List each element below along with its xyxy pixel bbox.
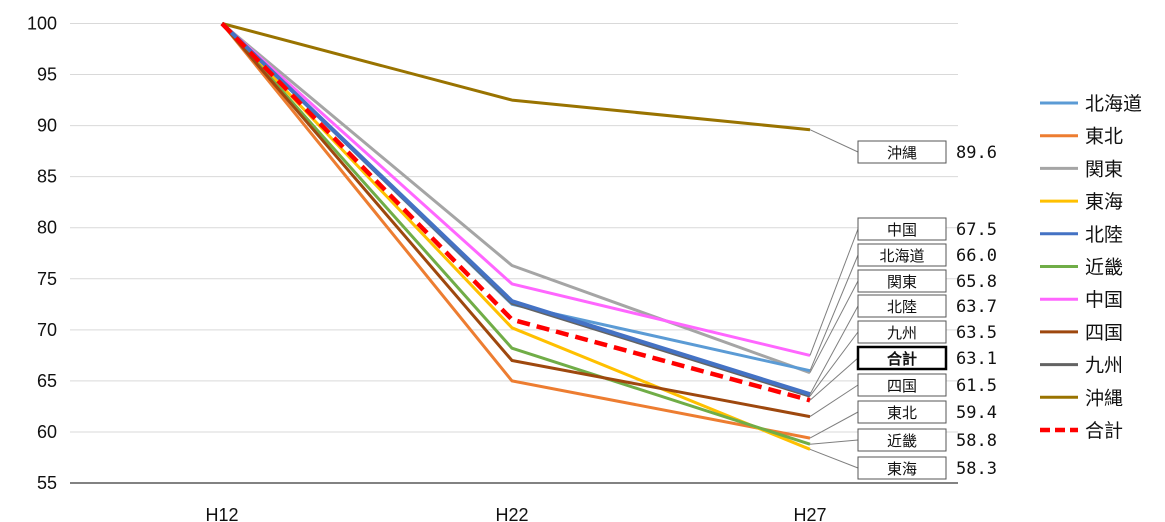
callout-name-九州: 九州 xyxy=(887,324,917,342)
legend-label-合計: 合計 xyxy=(1085,420,1123,442)
y-tick-label: 60 xyxy=(37,422,57,442)
legend-label-近畿: 近畿 xyxy=(1085,257,1123,279)
series-line-四国 xyxy=(220,22,811,419)
callout-box-沖縄 xyxy=(857,140,947,164)
axes: 55 60 65 70 75 80 85 90 95 100 H12 H22 H27 xyxy=(27,14,958,522)
callout-name-近畿: 近畿 xyxy=(887,432,917,450)
callout-leader-関東 xyxy=(809,280,859,373)
series-line-北陸 xyxy=(220,22,811,397)
legend-label-関東: 関東 xyxy=(1085,158,1123,180)
y-tick-label: 55 xyxy=(37,473,57,493)
series-line-中国 xyxy=(220,22,811,357)
callout-value-九州: 63.5 xyxy=(956,323,997,343)
callout-box-北海道 xyxy=(857,243,947,267)
y-tick-label: 90 xyxy=(37,116,57,136)
callout-value-東海: 58.3 xyxy=(956,459,997,479)
y-tick-label: 80 xyxy=(37,218,57,238)
y-tick-label: 75 xyxy=(37,269,57,289)
callout-leader-九州 xyxy=(809,331,859,397)
callout-value-近畿: 58.8 xyxy=(956,431,997,451)
legend-label-北海道: 北海道 xyxy=(1085,93,1142,115)
callout-name-中国: 中国 xyxy=(887,221,917,239)
callout-value-沖縄: 89.6 xyxy=(956,143,997,163)
y-tick-label: 70 xyxy=(37,320,57,340)
callout-name-東海: 東海 xyxy=(887,460,917,478)
callout-value-北海道: 66.0 xyxy=(956,246,997,266)
callout-box-近畿 xyxy=(857,428,947,452)
gridlines xyxy=(70,23,958,433)
series-line-東海 xyxy=(220,22,811,451)
callout-box-関東 xyxy=(857,269,947,293)
callout-leader-四国 xyxy=(809,384,859,418)
callout-value-北陸: 63.7 xyxy=(956,297,997,317)
callout-leader-北陸 xyxy=(809,305,859,395)
callout-value-合計: 63.1 xyxy=(956,349,997,369)
callout-name-合計: 合計 xyxy=(886,350,917,368)
y-tick-label: 65 xyxy=(37,371,57,391)
callout-box-合計 xyxy=(856,345,948,371)
callout-leader-東海 xyxy=(809,448,859,469)
callout-box-北陸 xyxy=(857,294,947,318)
series-line-合計 xyxy=(220,21,811,403)
callout-leader-合計 xyxy=(809,357,859,401)
callout-name-東北: 東北 xyxy=(887,404,917,422)
callout-value-東北: 59.4 xyxy=(956,403,997,423)
y-tick-label: 85 xyxy=(37,167,57,187)
callout-name-関東: 関東 xyxy=(887,273,917,291)
callout-value-関東: 65.8 xyxy=(956,272,997,292)
series-lines xyxy=(220,21,811,451)
callout-name-北陸: 北陸 xyxy=(887,298,917,316)
callout-value-中国: 67.5 xyxy=(956,220,997,240)
callout-leader-沖縄 xyxy=(809,129,859,153)
callout-leader-近畿 xyxy=(809,439,859,445)
callout-box-東北 xyxy=(857,400,947,424)
y-tick-label: 100 xyxy=(27,14,57,34)
callout-leader-北海道 xyxy=(809,254,859,371)
callout-name-四国: 四国 xyxy=(887,377,917,395)
x-tick-label: H27 xyxy=(793,505,826,522)
series-line-沖縄 xyxy=(221,22,811,132)
callout-leader-中国 xyxy=(809,228,859,356)
callout-leader-東北 xyxy=(809,411,859,439)
legend-label-四国: 四国 xyxy=(1085,322,1123,344)
callout-value-四国: 61.5 xyxy=(956,376,997,396)
x-tick-label: H22 xyxy=(495,505,528,522)
legend-label-沖縄: 沖縄 xyxy=(1085,387,1123,409)
x-tick-label: H12 xyxy=(205,505,238,522)
series-line-東北 xyxy=(220,22,811,440)
legend-label-東海: 東海 xyxy=(1085,191,1123,213)
legend-label-北陸: 北陸 xyxy=(1085,224,1123,246)
callout-name-北海道: 北海道 xyxy=(879,247,924,265)
legend-label-九州: 九州 xyxy=(1085,355,1123,377)
callout-box-中国 xyxy=(857,217,947,241)
callout-box-四国 xyxy=(857,373,947,397)
series-line-関東 xyxy=(221,22,811,375)
callout-name-沖縄: 沖縄 xyxy=(887,144,917,162)
y-tick-label: 95 xyxy=(37,65,57,85)
legend-label-中国: 中国 xyxy=(1085,289,1123,311)
series-line-近畿 xyxy=(220,22,811,446)
series-line-北海道 xyxy=(220,22,811,373)
end-label-callouts: 沖縄 89.6 中国 67.5 北海道 66.0 関東 65.8 北陸 63.7 九州 63.5 合計 6… xyxy=(809,129,997,480)
legend-label-東北: 東北 xyxy=(1085,126,1123,148)
callout-box-東海 xyxy=(857,456,947,480)
callout-box-九州 xyxy=(857,320,947,344)
